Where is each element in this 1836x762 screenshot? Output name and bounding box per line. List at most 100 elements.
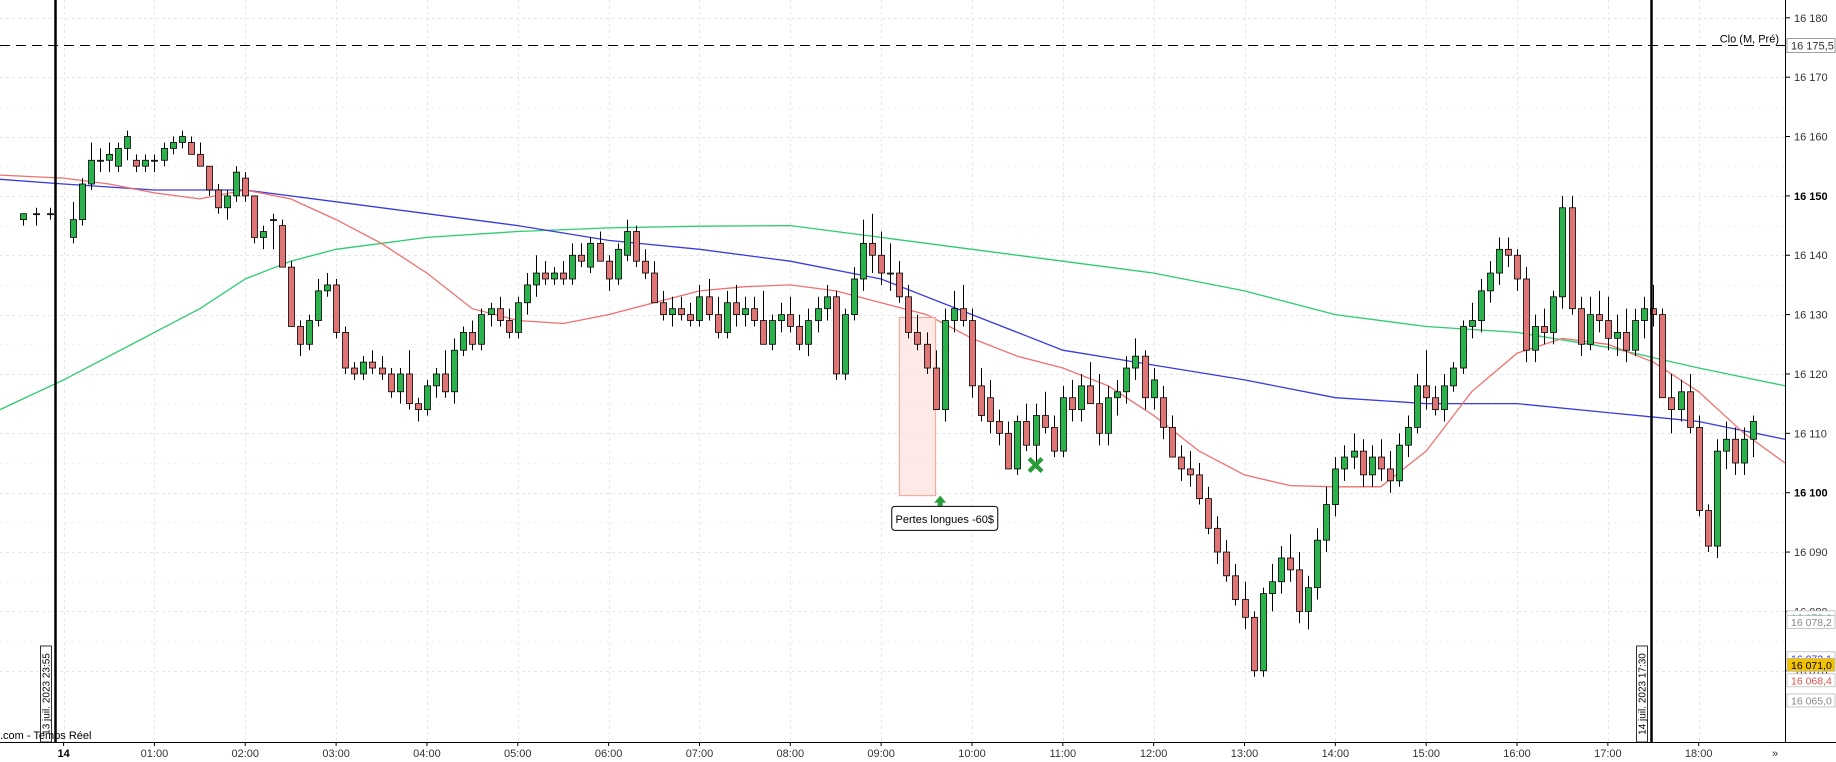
candle[interactable] [20,213,27,226]
candle[interactable] [651,261,658,304]
candle[interactable] [360,356,367,380]
candle[interactable] [597,231,604,262]
candle[interactable] [379,356,386,380]
candle[interactable] [1178,445,1185,481]
candle[interactable] [987,379,994,434]
candle[interactable] [569,243,576,285]
candle[interactable] [1223,540,1230,582]
candle[interactable] [1351,433,1358,469]
candle[interactable] [715,296,722,339]
candle[interactable] [1296,552,1303,624]
candle[interactable] [1532,314,1539,363]
candle[interactable] [1214,516,1221,564]
candle[interactable] [288,261,295,327]
candle[interactable] [369,350,376,374]
candle[interactable] [1196,463,1203,505]
candle[interactable] [633,225,640,268]
candle[interactable] [47,207,54,220]
candle[interactable] [270,213,277,250]
candle[interactable] [1260,587,1267,677]
candle[interactable] [1696,415,1703,517]
candle[interactable] [351,362,358,380]
candle[interactable] [1496,237,1503,285]
candle[interactable] [424,379,431,416]
candle[interactable] [942,308,949,422]
candle[interactable] [1469,302,1476,339]
candle[interactable] [1414,373,1421,434]
candle[interactable] [869,213,876,274]
candle[interactable] [1232,563,1239,606]
candle[interactable] [1087,362,1094,405]
candle[interactable] [1450,362,1457,392]
candle[interactable] [951,290,958,333]
candle[interactable] [1396,433,1403,487]
candle[interactable] [1705,504,1712,553]
candle[interactable] [1478,278,1485,333]
candlesticks[interactable] [20,130,1757,677]
candle[interactable] [1550,290,1557,345]
candle[interactable] [1632,308,1639,357]
candle[interactable] [433,368,440,398]
candle[interactable] [133,154,140,173]
candle[interactable] [1287,534,1294,582]
candle[interactable] [279,219,286,268]
candle[interactable] [933,350,940,410]
candle[interactable] [978,368,985,422]
candle[interactable] [306,314,313,351]
candle[interactable] [1323,486,1330,553]
candle[interactable] [1441,373,1448,422]
candle[interactable] [896,261,903,303]
candle[interactable] [215,184,222,214]
candle[interactable] [1378,439,1385,481]
candle[interactable] [524,273,531,315]
candle[interactable] [1169,415,1176,458]
candle[interactable] [1523,267,1530,363]
candle[interactable] [1587,296,1594,351]
candle[interactable] [1432,385,1439,416]
candle[interactable] [796,314,803,351]
candle[interactable] [669,296,676,327]
candle[interactable] [1541,308,1548,345]
candle[interactable] [1142,350,1149,410]
candle[interactable] [914,314,921,351]
candle[interactable] [1596,290,1603,333]
candle[interactable] [397,368,404,404]
candle[interactable] [97,148,104,173]
candle[interactable] [478,308,485,351]
candle[interactable] [887,243,894,291]
candle[interactable] [660,290,667,321]
candle[interactable] [88,142,95,190]
candle[interactable] [206,165,213,196]
candle[interactable] [1714,439,1721,558]
candle[interactable] [1023,403,1030,452]
candle[interactable] [297,320,304,357]
candle[interactable] [469,320,476,351]
candle[interactable] [242,172,249,202]
candle[interactable] [1123,356,1130,404]
candle[interactable] [1387,451,1394,493]
candle[interactable] [824,284,831,321]
candle[interactable] [1151,368,1158,410]
candle[interactable] [1014,415,1021,475]
candle[interactable] [106,142,113,173]
candle[interactable] [1405,415,1412,458]
candle[interactable] [706,278,713,321]
candle[interactable] [1741,427,1748,475]
candle[interactable] [1278,546,1285,594]
candle[interactable] [815,296,822,333]
candle[interactable] [79,178,86,226]
candle[interactable] [179,130,186,149]
candle[interactable] [1659,308,1666,399]
candle[interactable] [260,225,267,250]
candle[interactable] [115,142,122,173]
candle[interactable] [1242,581,1249,630]
candle[interactable] [1605,296,1612,351]
candle[interactable] [1314,528,1321,600]
candle[interactable] [533,255,540,297]
candle[interactable] [251,195,258,244]
candle[interactable] [996,409,1003,446]
candle[interactable] [1251,611,1258,677]
candle[interactable] [751,296,758,327]
candle[interactable] [515,296,522,339]
candle[interactable] [1687,373,1694,434]
